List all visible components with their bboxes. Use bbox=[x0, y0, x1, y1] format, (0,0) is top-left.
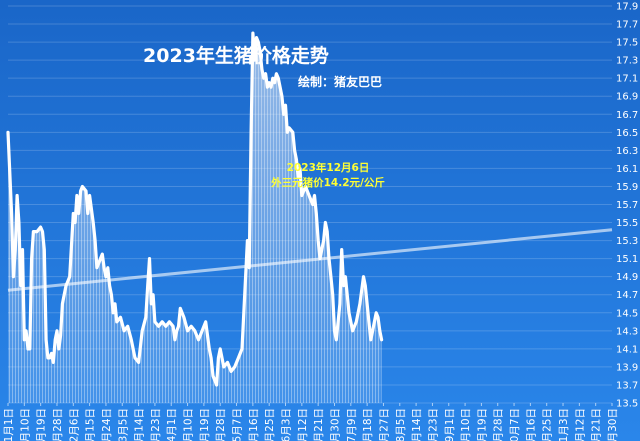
x-tick-label: 1月19日 bbox=[36, 408, 48, 441]
x-tick-label: 1月28日 bbox=[52, 408, 64, 441]
y-tick-label: 14.3 bbox=[616, 326, 638, 337]
x-tick-label: 3月5日 bbox=[117, 408, 129, 441]
x-tick-label: 6月12日 bbox=[297, 408, 309, 441]
y-tick-label: 16.9 bbox=[616, 92, 638, 103]
x-tick-label: 5月25日 bbox=[264, 408, 276, 441]
x-tick-label: 11月21日 bbox=[591, 408, 603, 441]
chart-subtitle: 绘制：猪友巴巴 bbox=[298, 74, 382, 89]
x-tick-label: 1月1日 bbox=[3, 408, 15, 441]
price-area-hatch bbox=[8, 33, 382, 403]
x-tick-label: 10月16日 bbox=[525, 408, 537, 441]
y-tick-label: 16.7 bbox=[616, 110, 638, 121]
x-axis-ticks: 1月1日 1月10日 1月19日 1月28日 2月6日 2月15日 2月24日 3月5日 3月1… bbox=[3, 403, 619, 441]
x-tick-label: 2月24日 bbox=[101, 408, 113, 441]
annotation-price: 外三元猪价14.2元/公斤 bbox=[270, 176, 385, 189]
y-tick-label: 14.9 bbox=[616, 272, 638, 283]
x-tick-label: 7月27日 bbox=[378, 408, 390, 441]
x-tick-label: 4月10日 bbox=[183, 408, 195, 441]
price-area bbox=[8, 33, 382, 403]
y-tick-label: 15.5 bbox=[616, 218, 638, 229]
y-tick-label: 16.1 bbox=[616, 164, 638, 175]
x-tick-label: 11月3日 bbox=[558, 408, 570, 441]
x-tick-label: 3月23日 bbox=[150, 408, 162, 441]
y-tick-label: 13.7 bbox=[616, 380, 638, 391]
y-tick-label: 15.1 bbox=[616, 254, 638, 265]
y-axis-ticks: 13.5 13.7 13.9 14.1 14.3 14.5 14.7 14.9 15.1 15.3… bbox=[616, 2, 638, 410]
x-tick-label: 6月30日 bbox=[329, 408, 341, 441]
x-tick-label: 6月21日 bbox=[313, 408, 325, 441]
y-tick-label: 17.5 bbox=[616, 38, 638, 49]
x-tick-label: 4月1日 bbox=[166, 408, 178, 441]
x-tick-label: 10月25日 bbox=[542, 408, 554, 441]
y-tick-label: 16.5 bbox=[616, 128, 638, 139]
y-tick-label: 13.9 bbox=[616, 362, 638, 373]
x-tick-label: 4月28日 bbox=[215, 408, 227, 441]
y-tick-label: 14.5 bbox=[616, 308, 638, 319]
x-tick-label: 8月23日 bbox=[427, 408, 439, 441]
x-tick-label: 8月14日 bbox=[411, 408, 423, 441]
y-tick-label: 17.3 bbox=[616, 56, 638, 67]
y-tick-label: 15.7 bbox=[616, 200, 638, 211]
price-line bbox=[6, 31, 384, 387]
x-tick-label: 11月12日 bbox=[574, 408, 586, 441]
y-tick-label: 13.5 bbox=[616, 399, 638, 410]
annotation-date: 2023年12月6日 bbox=[287, 161, 370, 174]
x-tick-label: 7月18日 bbox=[362, 408, 374, 441]
x-tick-label: 8月5日 bbox=[395, 408, 407, 441]
y-tick-label: 14.1 bbox=[616, 344, 638, 355]
x-tick-label: 11月30日 bbox=[607, 408, 619, 441]
x-tick-label: 3月14日 bbox=[134, 408, 146, 441]
x-tick-label: 5月16日 bbox=[248, 408, 260, 441]
x-tick-label: 9月28日 bbox=[493, 408, 505, 441]
y-tick-label: 17.1 bbox=[616, 74, 638, 85]
x-tick-label: 9月1日 bbox=[444, 408, 456, 441]
x-tick-label: 9月10日 bbox=[460, 408, 472, 441]
x-tick-label: 2月15日 bbox=[85, 408, 97, 441]
x-tick-label: 10月7日 bbox=[509, 408, 521, 441]
x-tick-label: 7月9日 bbox=[346, 408, 358, 441]
x-tick-label: 6月3日 bbox=[281, 408, 293, 441]
y-tick-label: 17.9 bbox=[616, 2, 638, 13]
x-tick-label: 1月10日 bbox=[19, 408, 31, 441]
y-tick-label: 16.3 bbox=[616, 146, 638, 157]
price-series-line bbox=[6, 31, 384, 387]
y-tick-label: 15.3 bbox=[616, 236, 638, 247]
y-tick-label: 17.7 bbox=[616, 20, 638, 31]
x-tick-label: 9月19日 bbox=[476, 408, 488, 441]
x-tick-label: 5月7日 bbox=[232, 408, 244, 441]
chart-title: 2023年生猪价格走势 bbox=[143, 44, 329, 67]
y-tick-label: 14.7 bbox=[616, 290, 638, 301]
y-tick-label: 15.9 bbox=[616, 182, 638, 193]
x-tick-label: 4月19日 bbox=[199, 408, 211, 441]
x-tick-label: 2月6日 bbox=[68, 408, 80, 441]
